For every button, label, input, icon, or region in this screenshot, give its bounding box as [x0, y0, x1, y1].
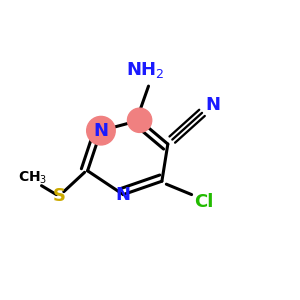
Text: Cl: Cl: [194, 193, 213, 211]
Circle shape: [87, 116, 115, 145]
Circle shape: [128, 108, 152, 132]
Text: N: N: [94, 122, 109, 140]
Text: CH$_3$: CH$_3$: [18, 170, 47, 186]
Text: NH$_2$: NH$_2$: [126, 60, 165, 80]
Text: S: S: [53, 187, 66, 205]
Text: N: N: [205, 96, 220, 114]
Text: N: N: [116, 186, 131, 204]
